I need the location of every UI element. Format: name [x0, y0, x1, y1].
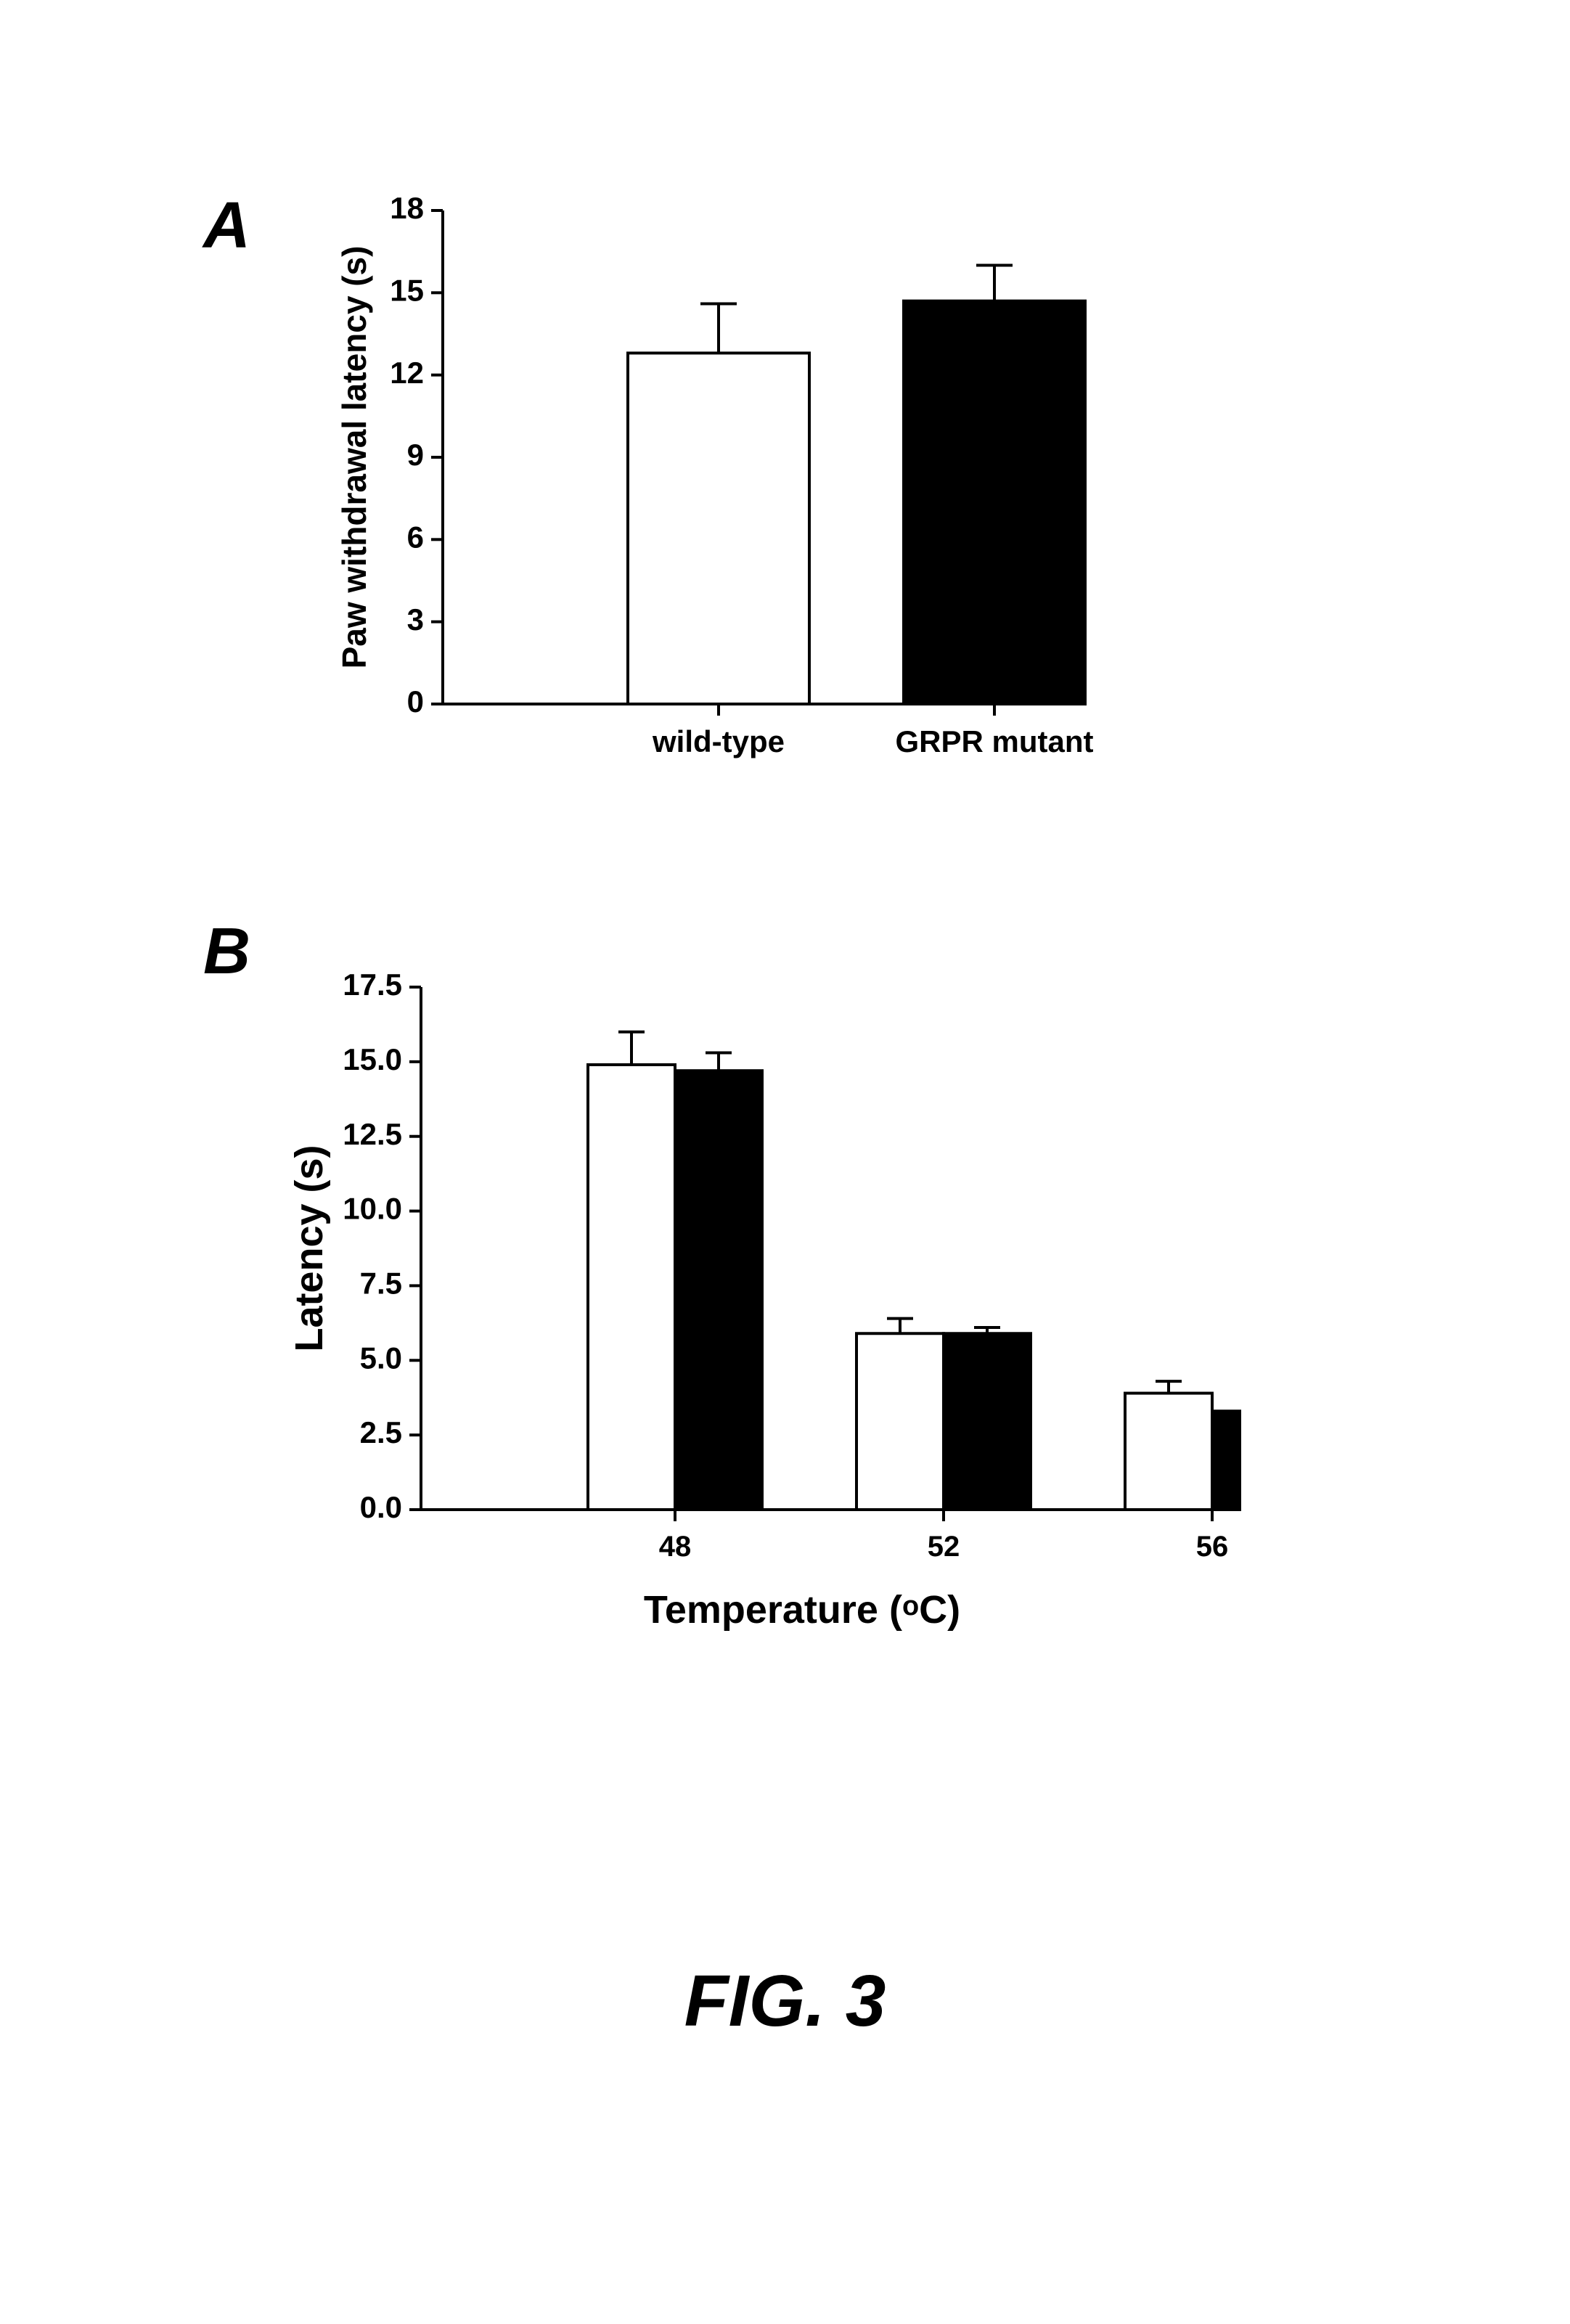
- figure-caption: FIG. 3: [0, 1960, 1570, 2043]
- svg-text:15: 15: [390, 273, 424, 307]
- svg-text:56: 56: [1196, 1531, 1229, 1563]
- svg-text:7.5: 7.5: [360, 1267, 402, 1301]
- svg-text:6: 6: [407, 520, 424, 554]
- svg-text:15.0: 15.0: [343, 1042, 402, 1076]
- svg-text:12: 12: [390, 356, 424, 390]
- panel-b-chart: 0.0 2.5 5.0 7.5 10.0 12.5 15.0 17.5 48 52 56 Latenc…: [261, 944, 1241, 1687]
- panel-a-chart: 0 3 6 9 12 15 18 wild-type GRPR mutant Paw withdr…: [305, 167, 1176, 802]
- svg-text:Paw withdrawal latency (s): Paw withdrawal latency (s): [335, 246, 373, 669]
- svg-text:GRPR mutant: GRPR mutant: [896, 724, 1094, 758]
- figure-page: A 0 3 6 9 12 15 18 wild-type GRPR mutant Paw with…: [0, 0, 1570, 2324]
- panel-b-label: B: [203, 915, 250, 989]
- svg-text:48: 48: [659, 1531, 692, 1563]
- svg-text:17.5: 17.5: [343, 967, 402, 1002]
- svg-text:18: 18: [390, 191, 424, 225]
- svg-text:9: 9: [407, 438, 424, 472]
- svg-text:Latency (s): Latency (s): [287, 1145, 331, 1351]
- svg-text:5.0: 5.0: [360, 1341, 402, 1375]
- svg-text:0: 0: [407, 684, 424, 719]
- panel-a-label: A: [203, 189, 250, 263]
- svg-text:3: 3: [407, 602, 424, 637]
- svg-text:0.0: 0.0: [360, 1490, 402, 1524]
- svg-text:52: 52: [928, 1531, 960, 1563]
- svg-text:10.0: 10.0: [343, 1192, 402, 1226]
- svg-text:12.5: 12.5: [343, 1117, 402, 1151]
- svg-text:wild-type: wild-type: [652, 724, 785, 758]
- svg-text:2.5: 2.5: [360, 1415, 402, 1449]
